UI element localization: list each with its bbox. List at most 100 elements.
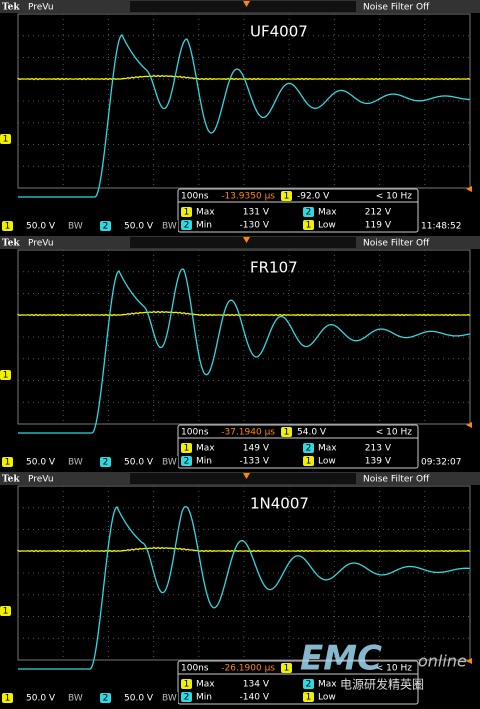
channel-badge bbox=[100, 221, 111, 231]
channel-badge bbox=[181, 692, 192, 702]
measure-value: 139 V bbox=[365, 457, 392, 467]
measure-label: Max bbox=[318, 444, 337, 454]
channel-number: 1 bbox=[306, 457, 312, 467]
measure-value: 149 V bbox=[243, 444, 270, 454]
channel-number: 1 bbox=[306, 221, 312, 231]
channel-badge bbox=[181, 443, 192, 453]
channel-number: 2 bbox=[184, 457, 190, 467]
measure-label: Max bbox=[318, 680, 337, 690]
measure-box bbox=[177, 188, 419, 233]
trigger-marker bbox=[243, 1, 250, 7]
measure-label: Low bbox=[318, 693, 336, 703]
ch2-bw: BW bbox=[162, 458, 177, 468]
channel-badge bbox=[281, 191, 292, 201]
brand: Tek bbox=[2, 3, 20, 13]
measure-label: Low bbox=[318, 221, 336, 231]
channel-number: 2 bbox=[184, 693, 190, 703]
noise-filter: Noise Filter Off bbox=[363, 239, 430, 249]
ch1-trace bbox=[17, 546, 471, 553]
trigger-level: 54.0 V bbox=[297, 428, 327, 438]
timebase: 100ns bbox=[181, 664, 209, 674]
mode: PreVu bbox=[28, 239, 54, 249]
trigger-position: -37.1940 µs bbox=[221, 428, 275, 438]
channel-number: 2 bbox=[103, 222, 109, 232]
ch2-bw: BW bbox=[162, 694, 177, 704]
channel-number: 2 bbox=[306, 208, 312, 218]
channel-badge bbox=[2, 693, 13, 703]
ch2-trace bbox=[18, 505, 470, 670]
channel-number: 1 bbox=[5, 222, 11, 232]
mode: PreVu bbox=[28, 475, 54, 485]
channel-badge bbox=[303, 220, 314, 230]
channel-badge bbox=[181, 220, 192, 230]
trigger-frequency: < 10 Hz bbox=[376, 192, 412, 202]
channel-badge bbox=[303, 679, 314, 689]
channel-badge bbox=[281, 427, 292, 437]
channel-badge bbox=[181, 207, 192, 217]
ch1-bw: BW bbox=[68, 694, 83, 704]
measure-label: Min bbox=[196, 693, 212, 703]
measure-label: Min bbox=[196, 221, 212, 231]
ch2-scale: 50.0 V bbox=[124, 694, 154, 704]
trigger-level-marker bbox=[466, 658, 472, 664]
channel-badge bbox=[100, 693, 111, 703]
channel-number: 2 bbox=[184, 221, 190, 231]
measure-label: Max bbox=[196, 680, 215, 690]
top-bar-center bbox=[130, 473, 356, 484]
channel-number: 1 bbox=[284, 192, 290, 202]
bottom-bar bbox=[0, 692, 178, 705]
measure-value: 134 V bbox=[243, 680, 270, 690]
channel-number: 1 bbox=[284, 428, 290, 438]
trigger-level-marker bbox=[466, 186, 472, 192]
channel-number: 1 bbox=[3, 135, 9, 145]
measure-value: 213 V bbox=[365, 444, 392, 454]
channel-badge bbox=[181, 456, 192, 466]
channel-badge bbox=[303, 692, 314, 702]
mode: PreVu bbox=[28, 3, 54, 13]
bottom-bar bbox=[0, 456, 178, 469]
clock: 11:48:52 bbox=[421, 222, 461, 232]
noise-filter: Noise Filter Off bbox=[363, 3, 430, 13]
channel-number: 2 bbox=[103, 694, 109, 704]
channel-badge bbox=[100, 457, 111, 467]
scope-panel: Tek PreVu Noise Filter Off UF4007 1 100ns -13.… bbox=[0, 0, 480, 233]
channel-number: 1 bbox=[184, 680, 190, 690]
ch1-trace bbox=[17, 74, 471, 81]
timebase: 100ns bbox=[181, 192, 209, 202]
ch2-scale: 50.0 V bbox=[124, 222, 154, 232]
trigger-frequency: < 10 Hz bbox=[376, 664, 412, 674]
ch2-trace bbox=[18, 34, 471, 198]
noise-filter: Noise Filter Off bbox=[363, 475, 430, 485]
measure-label: Max bbox=[318, 208, 337, 218]
measure-value: -130 V bbox=[240, 221, 270, 231]
channel-number: 1 bbox=[184, 208, 190, 218]
channel-badge bbox=[303, 456, 314, 466]
channel-number: 2 bbox=[103, 458, 109, 468]
measure-label: Low bbox=[318, 457, 336, 467]
clock: 09:32:07 bbox=[421, 458, 461, 468]
channel-badge bbox=[303, 443, 314, 453]
ch2-scale: 50.0 V bbox=[124, 458, 154, 468]
scope-panel: Tek PreVu Noise Filter Off 1N4007 1 100ns -26.… bbox=[0, 472, 480, 705]
device-title: UF4007 bbox=[250, 23, 308, 41]
channel-number: 1 bbox=[284, 664, 290, 674]
brand: Tek bbox=[2, 475, 20, 485]
measure-box bbox=[177, 424, 419, 469]
measure-value: -140 V bbox=[240, 693, 270, 703]
scope-panel: Tek PreVu Noise Filter Off FR107 1 100ns -37.1… bbox=[0, 236, 480, 469]
trigger-level: -92.0 V bbox=[297, 192, 330, 202]
channel-badge bbox=[303, 207, 314, 217]
ch1-scale: 50.0 V bbox=[26, 458, 56, 468]
channel-badge bbox=[181, 679, 192, 689]
measure-box bbox=[177, 660, 419, 705]
ch1-trace bbox=[17, 310, 471, 317]
measure-value: -133 V bbox=[240, 457, 270, 467]
measure-label: Max bbox=[196, 444, 215, 454]
measure-value: 212 V bbox=[365, 208, 392, 218]
ch1-bw: BW bbox=[68, 222, 83, 232]
watermark-logo: EMC bbox=[300, 639, 382, 679]
measure-label: Max bbox=[196, 208, 215, 218]
channel-number: 1 bbox=[3, 607, 9, 617]
channel-number: 2 bbox=[306, 444, 312, 454]
